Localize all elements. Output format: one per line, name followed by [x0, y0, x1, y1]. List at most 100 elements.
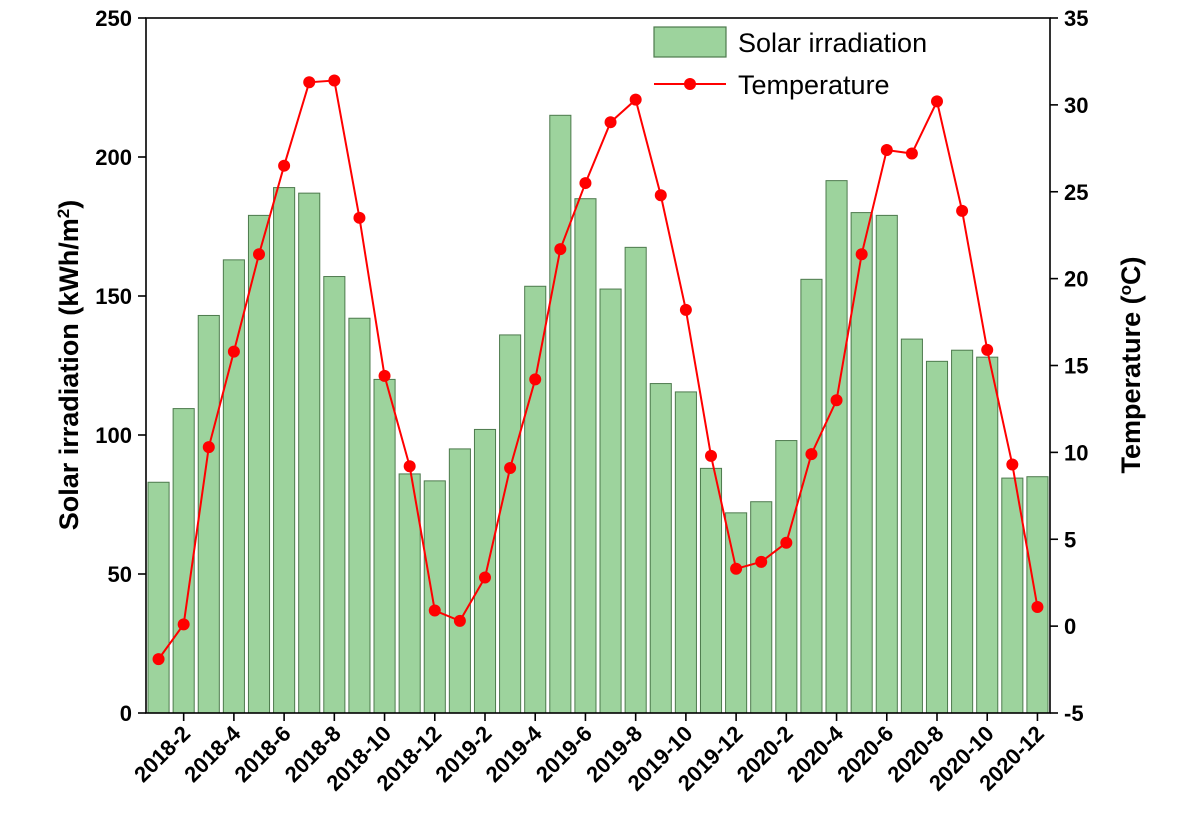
- temperature-point-2020-3: [805, 448, 818, 461]
- temperature-point-2020-7: [905, 147, 918, 160]
- temperature-point-2020-1: [755, 555, 768, 568]
- left-axis-title: Solar irradiation (kWh/m2): [54, 200, 84, 531]
- bar-2018-12: [423, 480, 446, 714]
- temperature-point-2019-7: [604, 116, 617, 129]
- temperature-point-2018-1: [152, 653, 165, 666]
- x-tick-label-2018-6: 2018-6: [230, 721, 296, 787]
- temperature-point-2020-6: [880, 144, 893, 157]
- bar-2020-8: [925, 360, 949, 714]
- bar-2019-6: [574, 198, 597, 714]
- x-axis: 2018-22018-42018-62018-82018-102018-1220…: [129, 713, 1049, 796]
- x-tick-label-2019-2: 2019-2: [430, 721, 496, 787]
- bar-2019-12: [725, 512, 748, 714]
- right-axis: -5 0 5 10 15 20 25 30 35: [1050, 6, 1088, 726]
- legend-label-temperature: Temperature: [738, 70, 890, 100]
- bar-2020-7: [900, 338, 923, 714]
- temperature-point-2018-12: [428, 604, 441, 617]
- legend: Solar irradiation Temperature: [653, 26, 927, 100]
- bar-2018-2: [172, 408, 195, 714]
- temperature-point-2020-9: [956, 204, 969, 217]
- bar-2020-5: [850, 212, 873, 714]
- bar-2019-7: [599, 288, 622, 714]
- temperature-point-2019-4: [529, 373, 542, 386]
- bar-2018-4: [222, 259, 245, 714]
- temperature-point-2018-2: [177, 618, 190, 631]
- bar-2020-11: [1001, 477, 1024, 714]
- bar-2019-9: [649, 383, 672, 714]
- temperature-point-2019-12: [730, 562, 743, 575]
- temperature-point-2020-10: [981, 343, 994, 356]
- x-tick-label-2018-2: 2018-2: [129, 721, 195, 787]
- bar-2018-3: [197, 314, 220, 714]
- temperature-point-2019-11: [705, 449, 717, 462]
- left-tick-label-50: 50: [108, 562, 132, 587]
- bar-2018-9: [348, 317, 371, 714]
- bar-2018-10: [373, 378, 396, 714]
- legend-swatch-solar: [653, 26, 727, 58]
- temperature-point-2018-7: [303, 76, 316, 89]
- right-tick-label-30: 30: [1064, 93, 1088, 118]
- temperature-line-group: [152, 74, 1044, 666]
- bars-group: [147, 114, 1049, 714]
- temperature-point-2018-9: [353, 211, 366, 224]
- temperature-point-2020-11: [1006, 458, 1019, 471]
- left-tick-label-150: 150: [95, 284, 132, 309]
- left-tick-label-250: 250: [95, 6, 132, 31]
- temperature-point-2018-8: [328, 74, 341, 87]
- bar-2019-3: [499, 334, 522, 714]
- temperature-point-2020-5: [855, 248, 868, 261]
- bar-2020-1: [750, 501, 773, 714]
- temperature-point-2020-8: [931, 95, 943, 108]
- x-tick-label-2020-6: 2020-6: [832, 721, 898, 787]
- bar-2019-11: [699, 467, 723, 714]
- temperature-point-2020-4: [830, 394, 843, 407]
- right-tick-label-5: 5: [1064, 527, 1076, 552]
- bar-2019-4: [524, 285, 547, 714]
- right-tick-label-15: 15: [1064, 354, 1088, 379]
- right-tick-label-35: 35: [1064, 6, 1088, 31]
- left-axis: 0 50 100 150 200 250: [95, 6, 146, 726]
- temperature-point-2019-5: [554, 243, 567, 256]
- temperature-point-2018-3: [202, 441, 215, 454]
- x-tick-label-2019-6: 2019-6: [531, 721, 597, 787]
- bar-2020-6: [875, 214, 898, 714]
- bar-2020-10: [976, 356, 999, 714]
- bar-2020-2: [775, 440, 798, 714]
- temperature-point-2018-6: [278, 159, 291, 172]
- right-tick-label-10: 10: [1064, 440, 1088, 465]
- bar-2020-9: [951, 349, 974, 714]
- bar-2020-3: [800, 278, 823, 714]
- legend-label-solar: Solar irradiation: [738, 28, 927, 58]
- bar-2018-1: [147, 481, 170, 714]
- temperature-point-2018-5: [253, 248, 265, 261]
- temperature-point-2020-2: [780, 536, 793, 549]
- legend-marker-temperature: [684, 78, 696, 90]
- bar-2018-8: [323, 276, 346, 714]
- bar-2019-5: [549, 114, 572, 714]
- temperature-point-2019-1: [453, 614, 466, 627]
- temperature-point-2019-3: [504, 462, 517, 475]
- right-tick-label-25: 25: [1064, 180, 1088, 205]
- bar-2018-5: [247, 214, 271, 714]
- temperature-point-2018-11: [403, 460, 416, 473]
- right-axis-title: Temperature (oC): [1116, 257, 1146, 474]
- bar-2020-12: [1026, 476, 1049, 714]
- left-tick-label-100: 100: [95, 423, 132, 448]
- bar-2019-8: [624, 246, 647, 714]
- bar-2019-1: [448, 448, 471, 714]
- temperature-point-2019-8: [629, 93, 642, 106]
- temperature-point-2018-10: [378, 369, 391, 382]
- right-tick-label-0: 0: [1064, 614, 1076, 639]
- temperature-point-2019-2: [479, 571, 491, 584]
- bar-2018-6: [273, 187, 296, 714]
- left-tick-label-200: 200: [95, 145, 132, 170]
- right-tick-label-20: 20: [1064, 267, 1088, 292]
- bar-2018-7: [298, 192, 321, 714]
- left-tick-label-0: 0: [120, 701, 132, 726]
- temperature-point-2019-9: [654, 189, 667, 202]
- x-tick-label-2020-2: 2020-2: [732, 721, 798, 787]
- temperature-point-2019-6: [579, 177, 592, 190]
- temperature-point-2018-4: [227, 345, 240, 358]
- temperature-point-2019-10: [679, 303, 692, 316]
- bar-2020-4: [825, 180, 848, 714]
